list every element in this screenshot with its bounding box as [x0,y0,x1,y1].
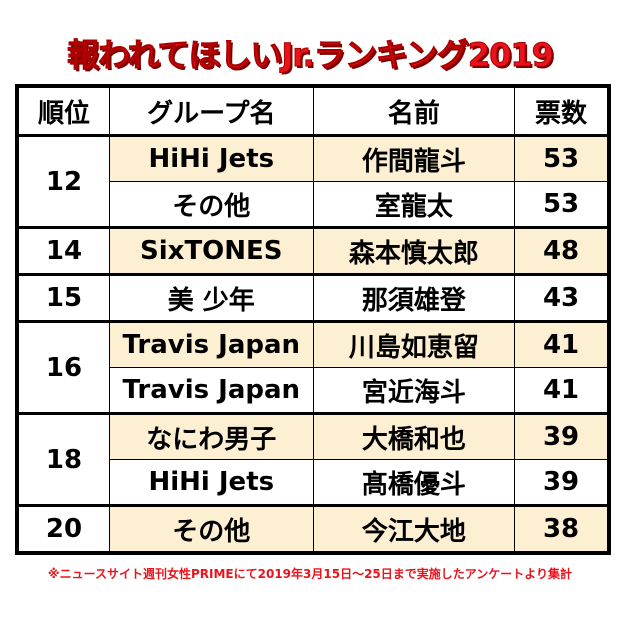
group-cell: Travis Japan [108,367,314,414]
votes-cell: 38 [514,504,610,554]
name-cell: 作間龍斗 [312,134,516,182]
votes-cell: 43 [514,273,610,322]
table-row: 14 SixTONES 森本慎太郎 48 [16,226,610,275]
group-cell: なにわ男子 [108,412,314,460]
rank-cell: 12 [16,134,110,228]
name-cell: 森本慎太郎 [312,226,516,275]
name-cell: 那須雄登 [312,273,516,322]
votes-cell: 48 [514,226,610,275]
group-cell: HiHi Jets [108,134,314,182]
ranking-table: 順位 グループ名 名前 票数 12 HiHi Jets 作間龍斗 53 その他 … [15,84,611,555]
table-row: 18 なにわ男子 大橋和也 39 [16,412,610,506]
rank-cell: 20 [16,504,110,554]
votes-cell: 41 [514,320,610,368]
header-group: グループ名 [108,85,314,136]
rank-cell: 18 [16,412,110,506]
table-row: 15 美 少年 那須雄登 43 [16,273,610,322]
group-cell: その他 [108,504,314,554]
name-cell: 髙橋優斗 [312,459,516,506]
page-title: 報われてほしいJr.ランキング2019 [67,36,555,75]
group-cell: SixTONES [108,226,314,275]
header-votes: 票数 [514,85,610,136]
rank-cell: 14 [16,226,110,275]
votes-cell: 39 [514,459,610,506]
name-cell: 川島如恵留 [312,320,516,368]
header-rank: 順位 [16,85,110,136]
header-name: 名前 [312,85,516,136]
table-header: 順位 グループ名 名前 票数 [16,85,610,136]
name-cell: 宮近海斗 [312,367,516,414]
name-cell: 大橋和也 [312,412,516,460]
votes-cell: 41 [514,367,610,414]
group-cell: 美 少年 [108,273,314,322]
group-cell: HiHi Jets [108,459,314,506]
votes-cell: 53 [514,181,610,228]
name-cell: 今江大地 [312,504,516,554]
group-cell: Travis Japan [108,320,314,368]
table-row: 16 Travis Japan 川島如恵留 41 [16,320,610,414]
name-cell: 室龍太 [312,181,516,228]
rank-cell: 16 [16,320,110,414]
group-cell: その他 [108,181,314,228]
table-row: 20 その他 今江大地 38 [16,504,610,554]
rank-cell: 15 [16,273,110,322]
table-row: 12 HiHi Jets 作間龍斗 53 [16,134,610,228]
votes-cell: 39 [514,412,610,460]
source-note: ※ニュースサイト週刊女性PRIMEにて2019年3月15日～25日まで実施したア… [47,567,573,581]
votes-cell: 53 [514,134,610,182]
table-row: その他 室龍太 53 [17,181,610,228]
